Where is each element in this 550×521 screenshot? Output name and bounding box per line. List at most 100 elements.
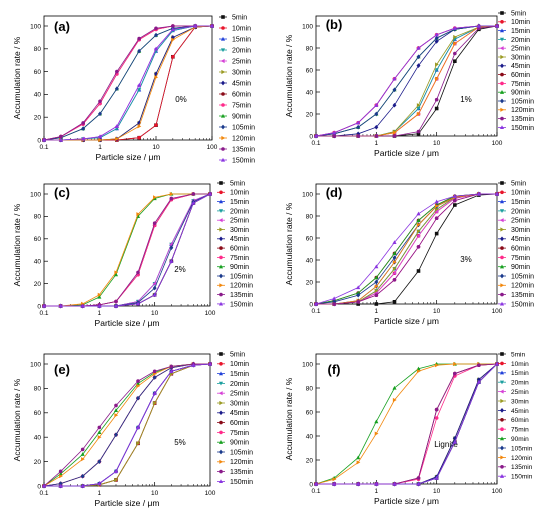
data-point: [80, 303, 85, 308]
legend: 5min 10min 15min 20min 25min 30min 45min 60min 7…: [219, 14, 255, 164]
series-line: [315, 193, 497, 305]
legend-marker: [220, 113, 226, 118]
x-axis-label: Particle size / μm: [95, 498, 160, 508]
y-tick-label: 80: [34, 46, 42, 53]
series-105min: [314, 191, 499, 307]
y-tick-label: 20: [34, 459, 42, 466]
legend-marker: [219, 181, 223, 185]
legend-marker: [499, 37, 505, 42]
data-point: [476, 191, 481, 196]
panel-d: 0.1 1 10 100 0 20 40 60 80 100 Particle size / μm A…: [284, 180, 534, 326]
series-105min: [42, 23, 214, 143]
legend-marker: [500, 63, 504, 69]
data-point: [416, 54, 421, 60]
series-line: [44, 363, 211, 487]
series-60min: [314, 362, 499, 486]
series-line: [44, 25, 212, 141]
y-tick-label: 20: [306, 111, 314, 118]
data-point: [136, 212, 141, 217]
series-line: [315, 193, 497, 305]
y-axis-label: Accumulation rate / %: [284, 202, 294, 285]
series-line: [44, 25, 212, 141]
data-point: [392, 87, 397, 93]
legend-label: 15min: [511, 199, 530, 206]
legend-label: 45min: [230, 410, 249, 417]
series-135min: [42, 362, 212, 488]
series-line: [44, 193, 210, 307]
legend-marker: [218, 301, 224, 306]
series-line: [316, 25, 498, 137]
y-tick-label: 100: [30, 361, 41, 368]
data-point: [154, 26, 158, 31]
data-point: [356, 300, 360, 304]
series-60min: [42, 192, 212, 308]
series-120min: [314, 361, 500, 487]
series-line: [44, 363, 211, 487]
series-15min: [313, 361, 500, 486]
series-30min: [42, 361, 213, 489]
data-point: [416, 229, 421, 234]
panel-annotation: Lignite: [434, 440, 458, 449]
series-line: [316, 363, 498, 485]
legend-label: 10min: [511, 361, 529, 368]
legend-label: 60min: [511, 72, 530, 79]
data-point: [114, 299, 118, 304]
data-point: [453, 34, 457, 40]
legend-label: 5min: [232, 14, 247, 21]
series-25min: [313, 23, 499, 139]
legend-label: 20min: [511, 37, 530, 44]
x-tick-label: 100: [492, 308, 503, 315]
legend-marker: [500, 54, 505, 60]
series-line: [43, 363, 210, 487]
series-line: [44, 25, 212, 141]
legend-marker: [499, 125, 505, 130]
legend-label: 5min: [511, 180, 526, 187]
series-120min: [42, 23, 215, 143]
series-line: [316, 363, 498, 485]
data-point: [59, 474, 63, 479]
data-point: [356, 302, 360, 306]
data-point: [152, 375, 157, 380]
data-point: [137, 135, 141, 140]
legend-marker: [219, 430, 223, 435]
y-tick-label: 40: [306, 89, 314, 96]
legend-marker: [218, 218, 223, 223]
data-point: [191, 192, 196, 196]
series-135min: [42, 192, 212, 308]
data-point: [434, 32, 439, 37]
data-point: [114, 403, 118, 408]
series-20min: [313, 362, 500, 487]
data-point: [97, 134, 103, 139]
series-90min: [41, 191, 213, 308]
legend-marker: [220, 58, 225, 64]
legend-marker: [500, 408, 504, 413]
legend-label: 90min: [230, 264, 249, 271]
y-tick-label: 100: [30, 23, 41, 30]
series-25min: [313, 191, 499, 307]
data-point: [113, 408, 119, 412]
panel-label: (b): [326, 17, 343, 32]
x-tick-label: 10: [151, 490, 159, 497]
series-line: [43, 363, 210, 487]
series-line: [316, 363, 498, 485]
legend-label: 30min: [230, 400, 249, 407]
data-point: [453, 51, 457, 56]
data-point: [80, 452, 85, 456]
data-point: [137, 120, 142, 126]
series-120min: [314, 23, 500, 139]
series-45min: [42, 23, 214, 143]
data-point: [477, 363, 481, 368]
data-point: [416, 233, 421, 238]
data-point: [374, 431, 379, 436]
data-point: [97, 435, 102, 440]
legend-marker: [500, 81, 504, 86]
data-point: [374, 111, 379, 117]
series-line: [44, 25, 212, 141]
legend-marker: [500, 236, 504, 242]
series-line: [316, 363, 498, 485]
data-point: [97, 425, 102, 430]
data-point: [169, 369, 174, 373]
series-135min: [314, 362, 499, 486]
legend-label: 150min: [511, 125, 534, 132]
series-line: [43, 25, 212, 141]
